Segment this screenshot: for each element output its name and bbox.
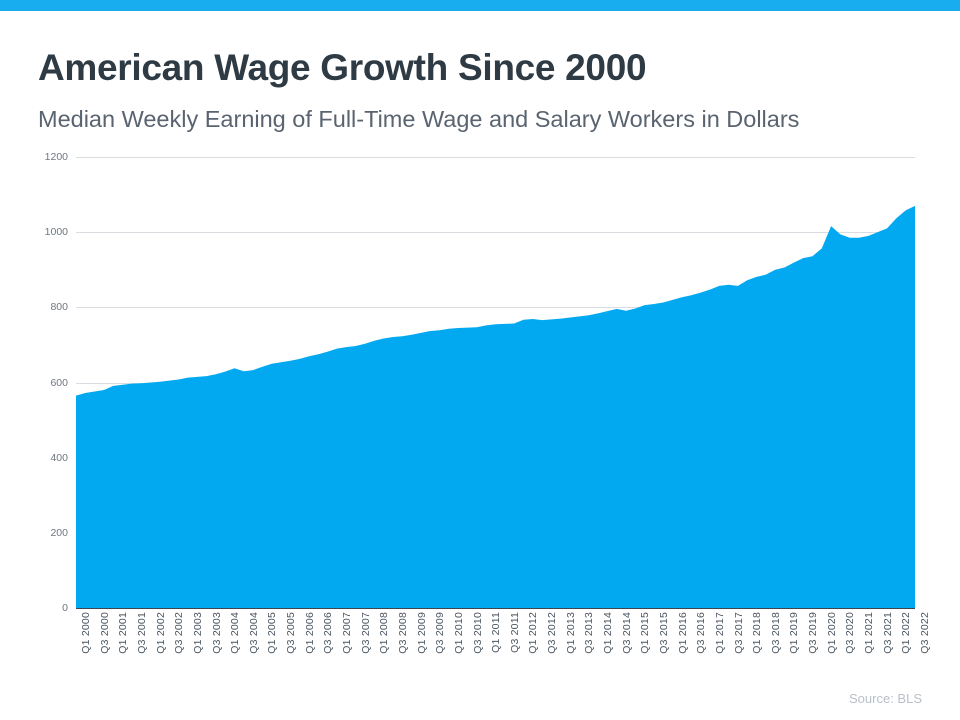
x-tick-label: Q1 2010 bbox=[452, 612, 465, 654]
area-series-wage bbox=[76, 205, 915, 608]
x-axis-labels: Q1 2000 Q3 2000 Q1 2001 Q3 2001 Q1 2002 Q3 20… bbox=[76, 612, 931, 682]
page-title: American Wage Growth Since 2000 bbox=[38, 47, 647, 88]
gridline bbox=[76, 307, 915, 309]
y-tick-label: 0 bbox=[62, 602, 68, 614]
x-tick-label: Q3 2013 bbox=[583, 612, 596, 654]
x-tick-label: Q3 2007 bbox=[359, 612, 372, 654]
x-tick-label: Q1 2008 bbox=[378, 612, 391, 654]
chart-subtitle: Median Weekly Earning of Full-Time Wage … bbox=[38, 106, 800, 132]
x-tick-label: Q1 2005 bbox=[266, 612, 279, 654]
x-tick-label: Q1 2015 bbox=[639, 612, 652, 654]
x-tick-label: Q1 2021 bbox=[863, 612, 876, 654]
x-tick-label: Q3 2021 bbox=[881, 612, 894, 654]
y-tick-label: 600 bbox=[50, 376, 68, 389]
plot-area: 1200 1000 800 600 400 200 0 bbox=[45, 151, 915, 614]
x-tick-label: Q3 2017 bbox=[732, 612, 745, 654]
x-tick-label: Q3 2009 bbox=[434, 612, 447, 654]
x-tick-label: Q1 2013 bbox=[564, 612, 577, 654]
x-tick-label: Q1 2017 bbox=[713, 612, 726, 654]
gridline bbox=[76, 157, 915, 158]
y-tick-label: 200 bbox=[50, 526, 68, 539]
y-tick-label: 1000 bbox=[44, 226, 68, 239]
gridline bbox=[76, 232, 915, 234]
x-tick-label: Q1 2003 bbox=[191, 612, 204, 654]
x-tick-label: Q3 2005 bbox=[285, 612, 298, 654]
x-tick-label: Q1 2016 bbox=[676, 612, 689, 654]
x-tick-label: Q1 2020 bbox=[825, 612, 838, 654]
x-tick-label: Q3 2019 bbox=[807, 612, 820, 654]
x-axis-baseline bbox=[76, 607, 915, 609]
x-tick-label: Q3 2006 bbox=[322, 612, 335, 654]
x-tick-label: Q1 2002 bbox=[154, 612, 167, 654]
chart-card: American Wage Growth Since 2000 Median W… bbox=[0, 11, 960, 720]
top-accent-bar bbox=[0, 0, 960, 11]
x-tick-label: Q3 2020 bbox=[844, 612, 857, 654]
wage-area-path bbox=[76, 205, 915, 608]
x-tick-label: Q3 2011 bbox=[508, 612, 521, 653]
x-tick-label: Q3 2018 bbox=[769, 612, 782, 654]
x-tick-label: Q3 2016 bbox=[695, 612, 708, 654]
x-tick-label: Q1 2012 bbox=[527, 612, 540, 654]
x-tick-label: Q1 2007 bbox=[341, 612, 354, 654]
x-tick-label: Q3 2014 bbox=[620, 612, 633, 654]
chart-plot-region: 1200 1000 800 600 400 200 0 bbox=[0, 11, 960, 720]
x-tick-label: Q3 2012 bbox=[546, 612, 559, 654]
x-tick-label: Q3 2003 bbox=[210, 612, 223, 654]
x-tick-label: Q1 2014 bbox=[602, 612, 615, 654]
x-tick-label: Q1 2019 bbox=[788, 612, 801, 654]
y-tick-label: 800 bbox=[50, 301, 68, 314]
x-tick-label: Q3 2002 bbox=[173, 612, 186, 654]
y-tick-label: 400 bbox=[50, 451, 68, 464]
x-tick-label: Q1 2006 bbox=[303, 612, 316, 654]
x-tick-label: Q1 2009 bbox=[415, 612, 428, 654]
x-tick-label: Q3 2001 bbox=[135, 612, 148, 654]
x-tick-label: Q3 2004 bbox=[247, 612, 260, 654]
x-tick-label: Q1 2011 bbox=[490, 612, 503, 653]
x-tick-label: Q1 2000 bbox=[80, 612, 92, 654]
x-tick-label: Q1 2001 bbox=[117, 612, 130, 654]
x-tick-label: Q3 2000 bbox=[98, 612, 111, 654]
x-tick-label: Q1 2004 bbox=[229, 612, 242, 654]
y-tick-label: 1200 bbox=[44, 151, 68, 163]
x-tick-label: Q3 2015 bbox=[657, 612, 670, 654]
x-tick-label: Q1 2018 bbox=[751, 612, 764, 654]
x-tick-label: Q1 2022 bbox=[900, 612, 913, 654]
x-tick-label: Q3 2022 bbox=[919, 612, 931, 654]
x-tick-label: Q3 2008 bbox=[396, 612, 409, 654]
source-note: Source: BLS bbox=[849, 691, 922, 706]
x-tick-label: Q3 2010 bbox=[471, 612, 484, 654]
